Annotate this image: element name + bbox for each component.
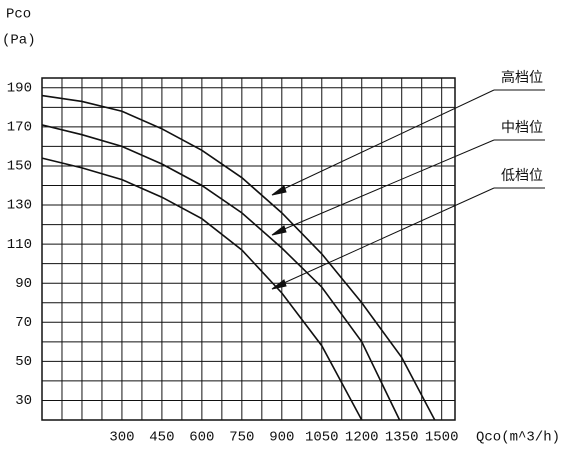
x-tick-label: 1500: [425, 430, 459, 446]
y-tick-label: 50: [15, 354, 32, 370]
legend-label: 低档位: [501, 168, 543, 184]
x-tick-label: 750: [229, 430, 254, 446]
x-tick-label: 1350: [385, 430, 419, 446]
x-tick-label: 900: [269, 430, 294, 446]
x-tick-label: 300: [109, 430, 134, 446]
y-tick-label: 130: [7, 198, 32, 214]
curve: [41, 124, 401, 421]
x-tick-label: 1050: [305, 430, 339, 446]
y-tick-label: 30: [15, 393, 32, 409]
plot-frame: [41, 77, 456, 421]
y-tick-label: 90: [15, 276, 32, 292]
curve: [41, 157, 363, 421]
x-axis-label: Qco(m^3/h): [476, 430, 560, 446]
legend-label: 高档位: [501, 69, 543, 86]
x-tick-label: 1200: [345, 430, 379, 446]
curve: [41, 94, 436, 421]
y-tick-label: 170: [7, 120, 32, 136]
x-tick-label: 600: [189, 430, 214, 446]
y-axis-unit: (Pa): [2, 33, 36, 49]
y-axis-label: Pco: [6, 7, 31, 23]
y-tick-label: 150: [7, 159, 32, 175]
y-tick-label: 70: [15, 315, 32, 331]
x-tick-label: 450: [149, 430, 174, 446]
legend-label: 中档位: [501, 120, 543, 136]
y-tick-label: 190: [7, 80, 32, 96]
y-tick-label: 110: [7, 237, 32, 253]
